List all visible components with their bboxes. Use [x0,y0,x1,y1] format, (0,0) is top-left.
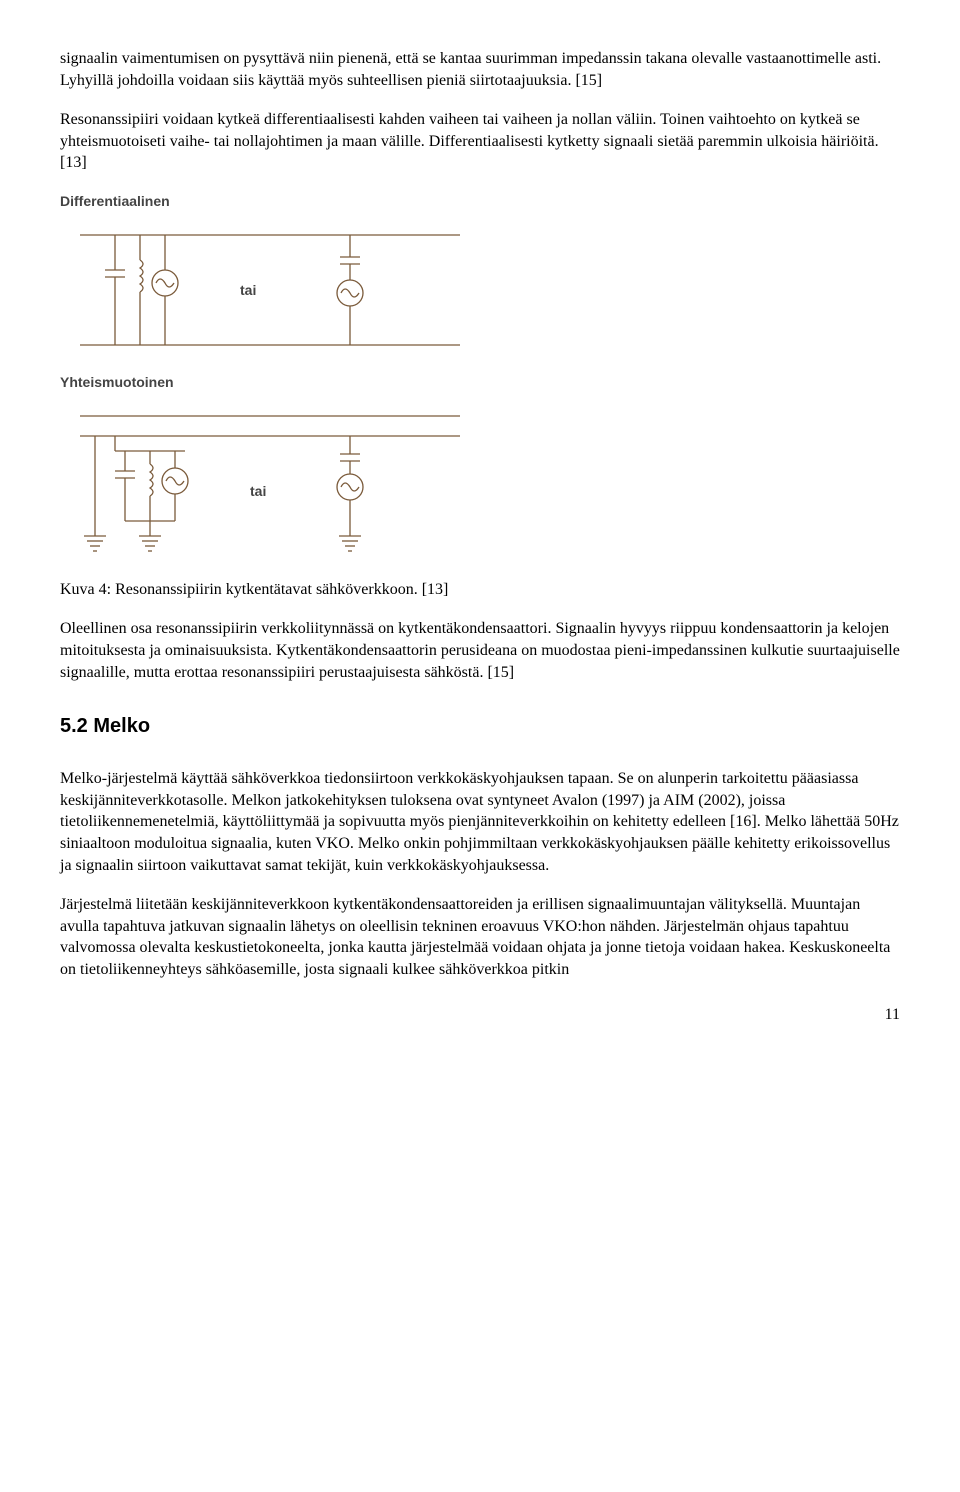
paragraph-coupling: Oleellinen osa resonanssipiirin verkkoli… [60,618,900,683]
diagram-differential-svg: tai [60,215,480,365]
diagram-common-mode: Yhteismuotoinen [60,373,900,571]
diagram-common-mode-svg: tai [60,396,480,571]
paragraph-intro: signaalin vaimentumisen on pysyttävä nii… [60,48,900,91]
diagram-tai-1: tai [240,282,256,298]
paragraph-resonance: Resonanssipiiri voidaan kytkeä different… [60,109,900,174]
diagram-differential-label: Differentiaalinen [60,192,900,211]
diagram-common-mode-label: Yhteismuotoinen [60,373,900,392]
paragraph-melko-2: Järjestelmä liitetään keskijänniteverkko… [60,894,900,980]
diagram-tai-2: tai [250,483,266,499]
paragraph-melko-1: Melko-järjestelmä käyttää sähköverkkoa t… [60,768,900,876]
figure-caption: Kuva 4: Resonanssipiirin kytkentätavat s… [60,579,900,601]
heading-melko: 5.2 Melko [60,713,900,740]
page-number: 11 [60,1004,900,1026]
diagram-differential: Differentiaalinen [60,192,900,365]
